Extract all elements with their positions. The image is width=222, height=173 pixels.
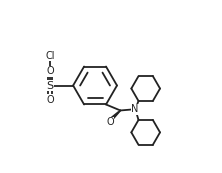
Text: O: O: [46, 66, 54, 76]
Text: N: N: [131, 104, 138, 115]
Text: Cl: Cl: [46, 51, 55, 61]
Text: S: S: [47, 80, 54, 90]
Text: O: O: [46, 95, 54, 105]
Text: O: O: [106, 117, 114, 128]
